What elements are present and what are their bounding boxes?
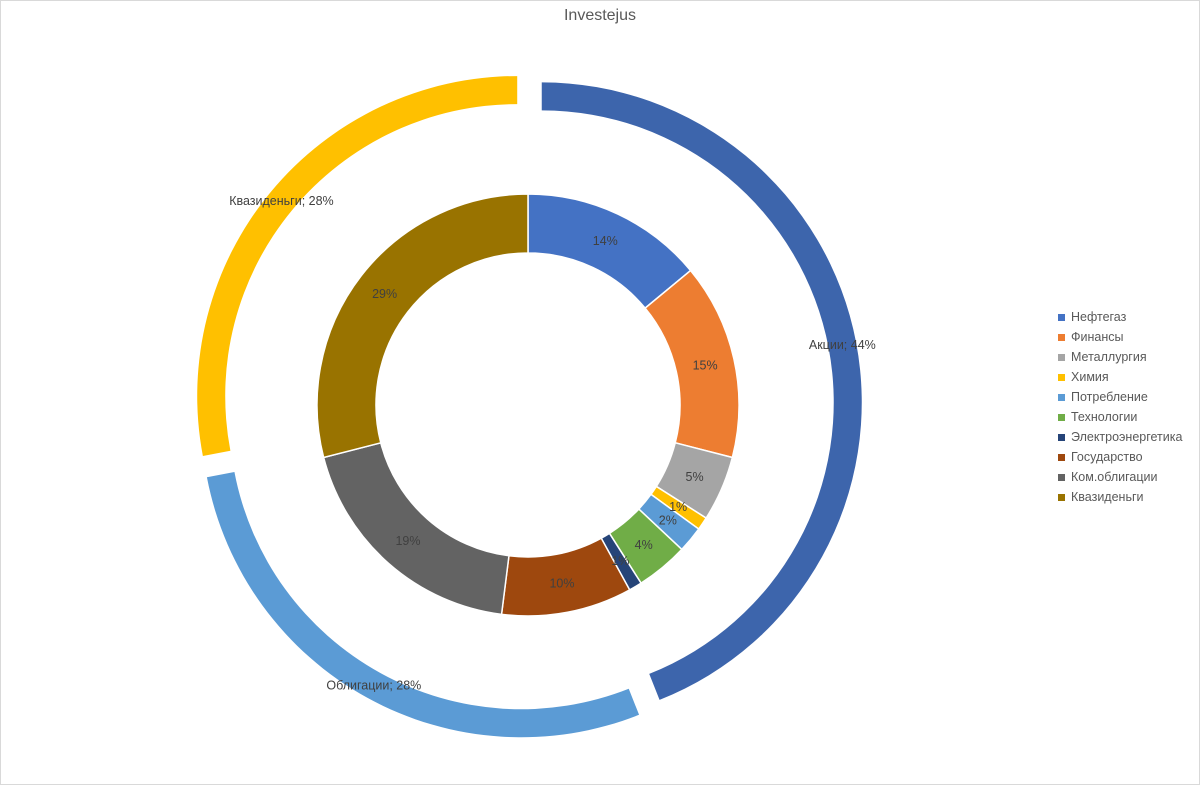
legend-label: Государство: [1071, 450, 1143, 464]
legend-item-3: Химия: [1058, 367, 1182, 387]
legend-swatch: [1058, 494, 1065, 501]
inner-data-label-7: 10%: [549, 576, 574, 590]
legend-swatch: [1058, 314, 1065, 321]
legend: Нефтегаз Финансы Металлургия Химия Потреблен…: [1058, 307, 1182, 507]
legend-swatch: [1058, 434, 1065, 441]
outer-data-label-1: Облигации; 28%: [326, 678, 421, 692]
legend-swatch: [1058, 394, 1065, 401]
legend-item-2: Металлургия: [1058, 347, 1182, 367]
inner-data-label-6: 1%: [611, 554, 629, 568]
legend-label: Электроэнергетика: [1071, 430, 1183, 444]
inner-data-label-0: 14%: [593, 234, 618, 248]
legend-label: Ком.облигации: [1071, 470, 1158, 484]
legend-label: Химия: [1071, 370, 1109, 384]
legend-label: Металлургия: [1071, 350, 1147, 364]
legend-item-5: Технологии: [1058, 407, 1182, 427]
chart-title: Investejus: [563, 7, 637, 24]
legend-label: Потребление: [1071, 390, 1148, 404]
inner-ring: [316, 193, 740, 617]
legend-swatch: [1058, 354, 1065, 361]
legend-item-9: Квазиденьги: [1058, 487, 1182, 507]
legend-label: Финансы: [1071, 330, 1124, 344]
legend-item-4: Потребление: [1058, 387, 1182, 407]
outer-data-label-0: Акции; 44%: [809, 338, 876, 352]
legend-label: Нефтегаз: [1071, 310, 1127, 324]
data-labels: Акции; 44% Облигации; 28% Квазиденьги; 28%…: [229, 194, 876, 692]
inner-data-label-5: 4%: [635, 538, 653, 552]
legend-label: Технологии: [1071, 410, 1138, 424]
outer-data-label-2: Квазиденьги; 28%: [229, 194, 333, 208]
inner-data-label-3: 1%: [669, 500, 687, 514]
outer-ring: [197, 76, 862, 738]
inner-data-label-8: 19%: [395, 534, 420, 548]
legend-item-8: Ком.облигации: [1058, 467, 1182, 487]
legend-item-0: Нефтегаз: [1058, 307, 1182, 327]
outer-slice-slice-11: [206, 471, 640, 738]
inner-data-label-4: 2%: [659, 514, 677, 528]
legend-label: Квазиденьги: [1071, 490, 1144, 504]
legend-item-6: Электроэнергетика: [1058, 427, 1182, 447]
legend-item-7: Государство: [1058, 447, 1182, 467]
inner-data-label-2: 5%: [686, 470, 704, 484]
legend-swatch: [1058, 454, 1065, 461]
inner-data-label-9: 29%: [372, 287, 397, 301]
legend-swatch: [1058, 334, 1065, 341]
legend-swatch: [1058, 474, 1065, 481]
inner-slice-slice-99: [316, 193, 529, 459]
inner-data-label-1: 15%: [693, 358, 718, 372]
legend-swatch: [1058, 414, 1065, 421]
legend-item-1: Финансы: [1058, 327, 1182, 347]
inner-slice-slice-88: [322, 441, 510, 616]
legend-swatch: [1058, 374, 1065, 381]
